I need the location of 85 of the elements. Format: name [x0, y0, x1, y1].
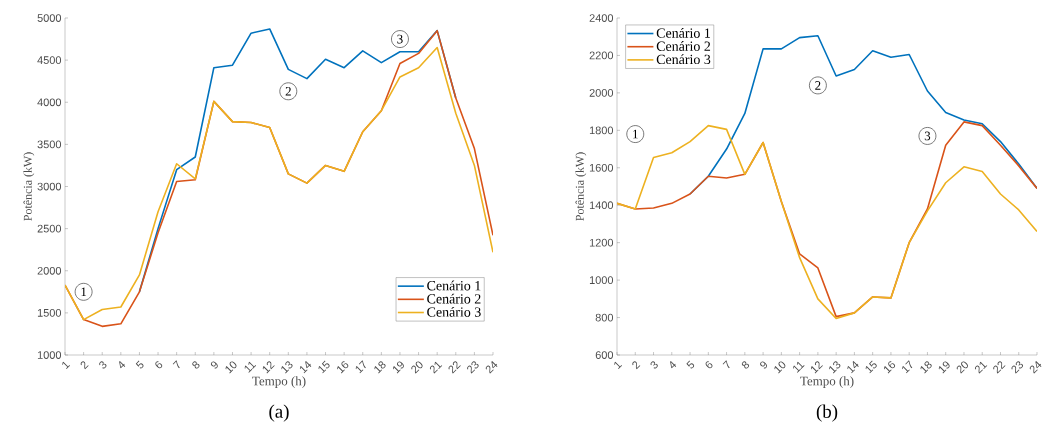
legend-label: Cenário 2 — [656, 41, 711, 51]
legend-label: Cenário 1 — [427, 280, 481, 291]
x-tick-label: 8 — [741, 361, 750, 369]
y-tick-label: 1200 — [589, 238, 614, 247]
x-tick-label: 11 — [244, 361, 257, 373]
x-tick-label: 18 — [920, 361, 932, 374]
legend-label: Cenário 3 — [656, 54, 711, 65]
x-tick-label: 17 — [355, 360, 366, 374]
x-tick-label: 8 — [192, 361, 200, 369]
x-tick-label: 21 — [429, 361, 443, 374]
x-tick-label: 18 — [374, 361, 386, 374]
x-axis-title: Tempo (h) — [800, 376, 854, 389]
x-tick-label: 23 — [467, 361, 479, 374]
y-tick-label: 4000 — [37, 98, 62, 107]
y-tick-label: 1400 — [589, 201, 614, 210]
text: (a) — [269, 404, 289, 422]
x-tick-label: 21 — [974, 361, 988, 374]
legend-label: Cenário 1 — [656, 27, 710, 38]
y-tick-label: 2000 — [589, 89, 614, 97]
x-tick-label: 9 — [210, 361, 218, 369]
x-tick-label: 10 — [225, 361, 237, 374]
x-tick-label: 9 — [760, 361, 768, 369]
x-axis-title: Tempo (h) — [252, 376, 306, 389]
x-tick-label: 16 — [337, 361, 349, 374]
x-tick-label: 15 — [318, 360, 330, 374]
y-tick-label: 2400 — [589, 14, 614, 22]
x-tick-label: 3 — [99, 361, 107, 369]
x-tick-label: 12 — [262, 361, 275, 374]
y-axis-title: Potência (kW) — [575, 152, 587, 221]
x-tick-label: 20 — [411, 361, 423, 374]
x-tick-label: 10 — [774, 361, 786, 374]
y-tick-label: 1500 — [37, 309, 62, 317]
y-tick-label: 1800 — [589, 126, 614, 135]
x-tick-label: 6 — [705, 361, 713, 369]
x-tick-label: 5 — [686, 360, 695, 369]
x-tick-label: 20 — [956, 361, 969, 374]
x-tick-label: 11 — [793, 361, 805, 373]
x-tick-label: 22 — [448, 361, 461, 374]
y-tick-label: 3000 — [37, 182, 62, 191]
y-tick-label: 600 — [595, 351, 614, 359]
x-tick-label: 14 — [847, 360, 859, 374]
y-tick-label: 800 — [595, 313, 614, 322]
x-tick-label: 12 — [810, 361, 823, 374]
x-tick-label: 2 — [80, 361, 89, 370]
annotation: 2 — [815, 81, 821, 90]
annotation: 1 — [81, 287, 87, 297]
x-tick-label: 15 — [865, 360, 877, 374]
x-tick-label: 22 — [993, 361, 1006, 374]
x-tick-label: 4 — [670, 360, 677, 369]
x-tick-label: 7 — [172, 360, 180, 369]
x-tick-label: 2 — [632, 361, 641, 370]
annotation: 1 — [633, 129, 638, 139]
legend-label: Cenário 3 — [427, 306, 481, 317]
x-tick-label: 23 — [1011, 361, 1024, 374]
annotation: 3 — [397, 34, 403, 44]
x-tick-label: 1 — [62, 361, 70, 370]
y-tick-label: 1000 — [37, 351, 62, 359]
annotation: 2 — [285, 87, 291, 96]
y-tick-label: 2000 — [37, 266, 62, 275]
annotation: 3 — [924, 131, 931, 141]
legend-label: Cenário 2 — [427, 293, 481, 304]
y-tick-label: 1600 — [589, 163, 614, 172]
x-tick-label: 4 — [119, 360, 126, 369]
x-tick-label: 19 — [393, 361, 404, 374]
x-tick-label: 24 — [1029, 361, 1042, 374]
x-tick-label: 17 — [902, 360, 913, 374]
x-tick-label: 24 — [485, 361, 498, 374]
y-axis-title: Potência (kW) — [23, 152, 35, 221]
y-tick-label: 5000 — [37, 14, 62, 22]
y-tick-label: 1000 — [589, 276, 614, 284]
x-tick-label: 1 — [614, 361, 622, 370]
y-tick-label: 2200 — [589, 51, 614, 60]
text: (b) — [816, 404, 838, 422]
y-tick-label: 3500 — [37, 140, 62, 149]
x-tick-label: 6 — [155, 361, 163, 369]
x-tick-label: 19 — [938, 361, 950, 374]
x-tick-label: 16 — [883, 361, 896, 374]
x-tick-label: 13 — [281, 361, 293, 374]
x-tick-label: 3 — [650, 361, 658, 369]
x-tick-label: 14 — [299, 360, 312, 374]
y-tick-label: 2500 — [37, 224, 62, 233]
x-tick-label: 13 — [829, 361, 841, 374]
x-tick-label: 5 — [135, 360, 144, 369]
y-tick-label: 4500 — [37, 56, 62, 64]
x-tick-label: 7 — [722, 360, 730, 369]
